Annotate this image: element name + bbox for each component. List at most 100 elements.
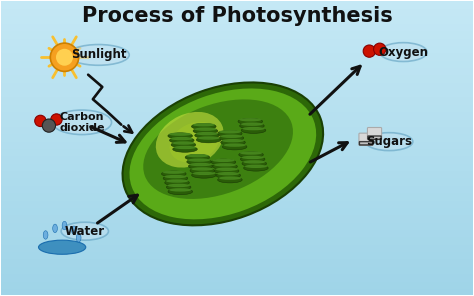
Ellipse shape [72,226,76,234]
Ellipse shape [214,163,237,166]
Bar [0,199,474,207]
Ellipse shape [242,127,265,130]
Bar [0,176,474,185]
Text: Water: Water [65,225,105,238]
Ellipse shape [123,83,323,225]
Ellipse shape [242,160,266,167]
Ellipse shape [76,234,81,242]
Bar [0,287,474,295]
Ellipse shape [163,170,185,174]
FancyBboxPatch shape [367,128,382,140]
Ellipse shape [62,221,67,230]
Bar [0,184,474,192]
Ellipse shape [165,180,189,186]
Ellipse shape [240,123,264,129]
Circle shape [363,45,375,57]
Ellipse shape [173,146,197,152]
Bar [0,272,474,281]
Ellipse shape [193,128,218,134]
Ellipse shape [245,165,267,168]
Ellipse shape [166,179,188,183]
Text: Sugars: Sugars [366,135,412,148]
Ellipse shape [190,168,215,174]
Bar [0,169,474,178]
Ellipse shape [239,152,264,158]
Ellipse shape [168,189,192,195]
FancyBboxPatch shape [359,142,373,145]
Bar [0,243,474,251]
Ellipse shape [188,158,210,162]
Ellipse shape [241,127,266,133]
Ellipse shape [168,133,192,139]
Circle shape [374,43,386,55]
Bar [0,29,474,38]
Ellipse shape [43,231,48,239]
Bar [0,147,474,155]
Ellipse shape [244,165,268,171]
Circle shape [50,43,79,71]
Ellipse shape [166,184,191,190]
Ellipse shape [365,133,413,151]
Bar [0,103,474,111]
Ellipse shape [216,172,241,178]
Ellipse shape [164,175,187,178]
Ellipse shape [173,146,196,149]
Ellipse shape [197,136,220,140]
Ellipse shape [171,142,196,148]
Circle shape [56,49,73,66]
Text: Sunlight: Sunlight [71,49,126,61]
Bar [0,59,474,67]
Bar [0,15,474,23]
Bar [0,228,474,237]
Ellipse shape [187,159,211,165]
Ellipse shape [194,128,217,131]
Ellipse shape [190,163,212,166]
Bar [0,280,474,288]
Ellipse shape [238,118,263,125]
Ellipse shape [220,135,243,138]
Text: Carbon
dioxide: Carbon dioxide [59,112,105,133]
Ellipse shape [222,144,247,150]
Text: Process of Photosynthesis: Process of Photosynthesis [82,6,392,26]
Ellipse shape [169,188,191,192]
Ellipse shape [163,175,188,181]
Ellipse shape [240,151,263,155]
Bar [0,206,474,214]
Ellipse shape [218,131,242,136]
Ellipse shape [68,44,129,65]
Ellipse shape [171,137,193,140]
Ellipse shape [218,177,242,183]
Ellipse shape [241,123,263,126]
Ellipse shape [129,89,316,219]
Ellipse shape [380,43,427,62]
Ellipse shape [241,156,264,159]
Bar [0,155,474,163]
Bar [0,22,474,30]
Ellipse shape [222,139,244,142]
Ellipse shape [169,133,191,136]
Ellipse shape [223,144,246,147]
Circle shape [51,114,62,125]
Ellipse shape [215,168,238,171]
Ellipse shape [162,171,186,177]
Bar [0,73,474,82]
Bar [0,235,474,244]
Ellipse shape [214,168,239,174]
Text: Oxygen: Oxygen [378,46,428,59]
Bar [0,162,474,170]
Bar [0,221,474,229]
Ellipse shape [185,154,210,160]
Ellipse shape [188,163,213,169]
Bar [0,250,474,258]
Ellipse shape [243,160,265,164]
Bar [0,125,474,133]
Ellipse shape [170,122,219,163]
Circle shape [42,119,55,132]
Ellipse shape [172,141,195,145]
Ellipse shape [239,118,262,121]
Bar [0,37,474,45]
Bar [0,96,474,104]
Ellipse shape [192,123,215,126]
Bar [0,132,474,141]
Circle shape [35,115,46,127]
